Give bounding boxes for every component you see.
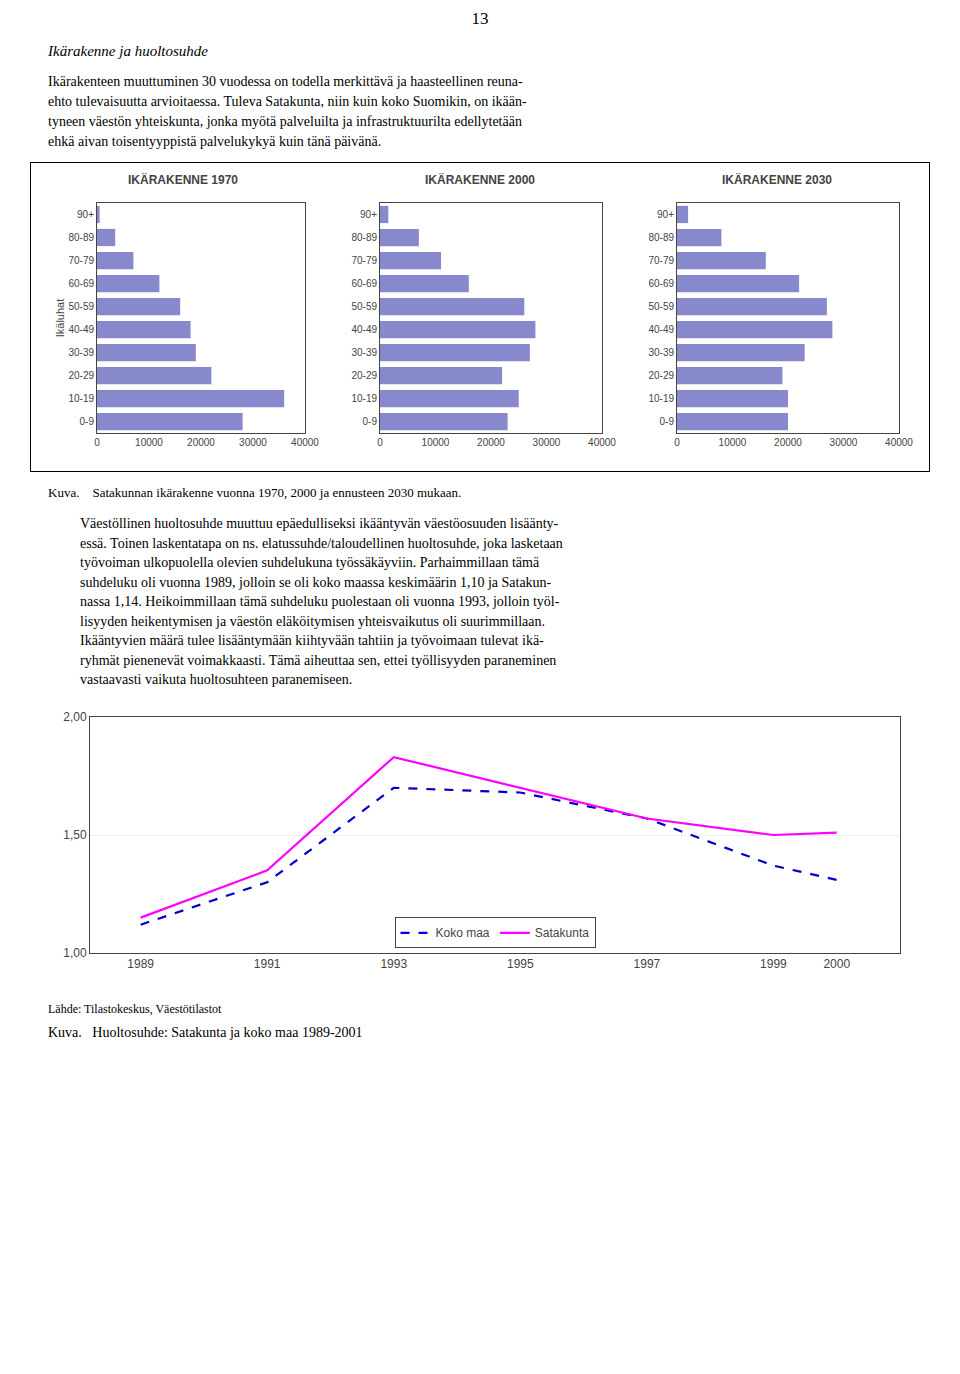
svg-text:60-69: 60-69 xyxy=(68,278,94,289)
svg-text:80-89: 80-89 xyxy=(351,232,377,243)
svg-text:Koko maa: Koko maa xyxy=(436,926,490,940)
svg-text:40000: 40000 xyxy=(885,437,913,448)
svg-text:2,00: 2,00 xyxy=(63,710,87,724)
svg-text:50-59: 50-59 xyxy=(68,301,94,312)
svg-text:10000: 10000 xyxy=(135,437,163,448)
html-text:lisyyden heikentymisen ja väes: lisyyden heikentymisen ja väestön eläköi… xyxy=(80,613,545,629)
svg-text:0-9: 0-9 xyxy=(80,416,95,427)
svg-text:1,50: 1,50 xyxy=(63,828,87,842)
html-text:essä. Toinen laskentatapa on n: essä. Toinen laskentatapa on ns. elatuss… xyxy=(80,535,563,551)
svg-text:20-29: 20-29 xyxy=(648,370,674,381)
svg-text:1991: 1991 xyxy=(254,957,281,971)
svg-text:IKÄRAKENNE 2030: IKÄRAKENNE 2030 xyxy=(722,172,832,187)
svg-text:1995: 1995 xyxy=(507,957,534,971)
html-text:Ikääntyvien määrä tulee lisään: Ikääntyvien määrä tulee lisääntymään kii… xyxy=(80,633,544,648)
svg-text:20000: 20000 xyxy=(774,437,802,448)
svg-text:40000: 40000 xyxy=(588,437,616,448)
html-text:vastaavasti vaikuta huoltosuht: vastaavasti vaikuta huoltosuhteen parane… xyxy=(80,672,353,687)
html-text:Väestöllinen huoltosuhde muutt: Väestöllinen huoltosuhde muuttuu epäedul… xyxy=(80,516,559,531)
svg-text:1997: 1997 xyxy=(634,957,661,971)
svg-text:1999: 1999 xyxy=(760,957,787,971)
svg-text:70-79: 70-79 xyxy=(351,255,377,266)
svg-text:10-19: 10-19 xyxy=(68,393,94,404)
svg-text:40000: 40000 xyxy=(291,437,319,448)
svg-text:Ikäluhat: Ikäluhat xyxy=(54,299,66,338)
html-text:Ikärakenne ja huoltosuhde: Ikärakenne ja huoltosuhde xyxy=(48,43,208,59)
svg-text:IKÄRAKENNE 2000: IKÄRAKENNE 2000 xyxy=(425,172,535,187)
svg-text:30-39: 30-39 xyxy=(648,347,674,358)
svg-text:90+: 90+ xyxy=(360,209,377,220)
svg-text:40-49: 40-49 xyxy=(648,324,674,335)
svg-text:10-19: 10-19 xyxy=(351,393,377,404)
svg-text:70-79: 70-79 xyxy=(68,255,94,266)
svg-text:2000: 2000 xyxy=(823,957,850,971)
html-text:Ikärakenteen muuttuminen 30 vu: Ikärakenteen muuttuminen 30 vuodessa on … xyxy=(48,74,523,89)
html-text:13: 13 xyxy=(471,9,489,28)
svg-text:IKÄRAKENNE 1970: IKÄRAKENNE 1970 xyxy=(128,172,238,187)
svg-text:20000: 20000 xyxy=(187,437,215,448)
svg-text:30000: 30000 xyxy=(533,437,561,448)
svg-text:50-59: 50-59 xyxy=(648,301,674,312)
svg-text:20000: 20000 xyxy=(477,437,505,448)
html-text:tyneen väestön yhteiskunta, jo: tyneen väestön yhteiskunta, jonka myötä … xyxy=(48,114,522,129)
svg-text:20-29: 20-29 xyxy=(68,370,94,381)
svg-text:1989: 1989 xyxy=(127,957,154,971)
svg-text:0-9: 0-9 xyxy=(660,416,675,427)
svg-text:70-79: 70-79 xyxy=(648,255,674,266)
svg-text:0: 0 xyxy=(94,437,100,448)
svg-text:50-59: 50-59 xyxy=(351,301,377,312)
svg-text:90+: 90+ xyxy=(77,209,94,220)
html-text:ehto tulevaisuutta arvioitaess: ehto tulevaisuutta arvioitaessa. Tuleva … xyxy=(48,94,527,109)
svg-text:10000: 10000 xyxy=(422,437,450,448)
html-text:ryhmät pienenevät voimakkaasti: ryhmät pienenevät voimakkaasti. Tämä aih… xyxy=(80,652,557,668)
svg-text:30000: 30000 xyxy=(830,437,858,448)
svg-text:60-69: 60-69 xyxy=(648,278,674,289)
svg-text:90+: 90+ xyxy=(657,209,674,220)
svg-text:1993: 1993 xyxy=(380,957,407,971)
svg-text:Satakunta: Satakunta xyxy=(535,926,589,940)
svg-text:10-19: 10-19 xyxy=(648,393,674,404)
svg-text:30000: 30000 xyxy=(239,437,267,448)
svg-text:80-89: 80-89 xyxy=(648,232,674,243)
svg-text:30-39: 30-39 xyxy=(68,347,94,358)
svg-text:1,00: 1,00 xyxy=(63,946,87,960)
html-text:nassa 1,14. Heikoimmillaan täm: nassa 1,14. Heikoimmillaan tämä suhdeluk… xyxy=(80,594,560,609)
html-text:työvoiman ulkopuolella olevien: työvoiman ulkopuolella olevien suhdeluku… xyxy=(80,555,540,570)
svg-text:0: 0 xyxy=(674,437,680,448)
html-text:suhdeluku oli vuonna 1989, jol: suhdeluku oli vuonna 1989, jolloin se ol… xyxy=(80,574,552,590)
html-text:ehkä aivan toisentyyppistä pal: ehkä aivan toisentyyppistä palvelukykyä … xyxy=(48,134,382,149)
svg-text:20-29: 20-29 xyxy=(351,370,377,381)
svg-text:0: 0 xyxy=(377,437,383,448)
svg-text:0-9: 0-9 xyxy=(363,416,378,427)
html-text:Kuva. Satakunnan ikärakenne vu: Kuva. Satakunnan ikärakenne vuonna 1970,… xyxy=(48,485,462,500)
html-text:Kuva. Huoltosuhde: Satakunta j: Kuva. Huoltosuhde: Satakunta ja koko maa… xyxy=(48,1025,363,1040)
svg-text:30-39: 30-39 xyxy=(351,347,377,358)
svg-text:10000: 10000 xyxy=(719,437,747,448)
html-text:Lähde: Tilastokeskus, Väestöti: Lähde: Tilastokeskus, Väestötilastot xyxy=(48,1002,222,1016)
svg-text:60-69: 60-69 xyxy=(351,278,377,289)
svg-text:40-49: 40-49 xyxy=(351,324,377,335)
svg-text:80-89: 80-89 xyxy=(68,232,94,243)
svg-text:40-49: 40-49 xyxy=(68,324,94,335)
